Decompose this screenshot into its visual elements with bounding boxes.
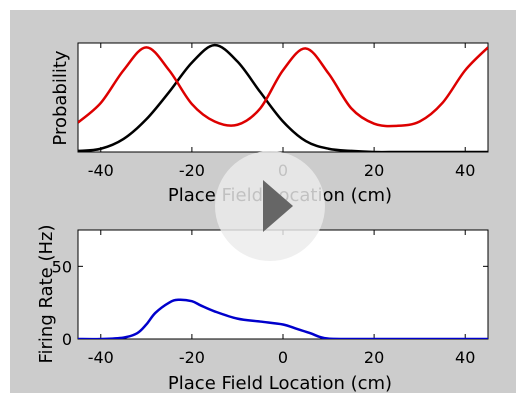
x-tick-label: 40	[455, 348, 475, 367]
series-line-1	[78, 43, 488, 152]
x-tick-label: -20	[179, 161, 205, 180]
y-axis-label: Firing Rate (Hz)	[36, 224, 57, 363]
x-tick-label: -40	[88, 348, 114, 367]
x-tick-label: 20	[364, 348, 384, 367]
series-line-2	[78, 46, 488, 128]
x-tick-label: 40	[455, 161, 475, 180]
x-tick-label: 20	[364, 161, 384, 180]
play-icon[interactable]	[263, 180, 293, 232]
y-tick-label: 50	[52, 257, 72, 276]
x-tick-label: 0	[278, 348, 288, 367]
x-axis-label: Place Field Location (cm)	[168, 373, 392, 394]
x-tick-label: -40	[88, 161, 114, 180]
series-line-1	[78, 298, 488, 339]
y-tick-label: 0	[62, 330, 72, 349]
y-axis-label: Probability	[50, 50, 71, 145]
x-tick-label: -20	[179, 348, 205, 367]
play-button[interactable]	[215, 151, 325, 261]
plot-area	[77, 42, 489, 153]
